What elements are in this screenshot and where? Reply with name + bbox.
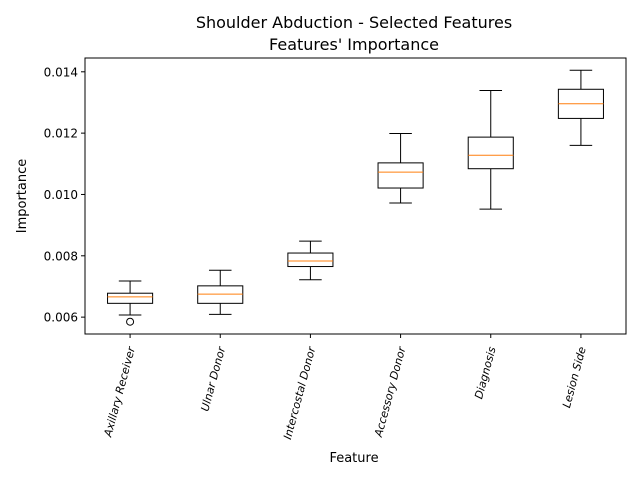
y-tick-label: 0.014 (44, 65, 78, 79)
box-group (107, 280, 154, 326)
y-tick-label: 0.010 (44, 188, 78, 202)
y-axis: 0.006 0.008 0.010 0.012 0.014 (44, 65, 85, 325)
x-tick-label: Ulnar Donor (198, 344, 228, 413)
box-group (467, 90, 514, 210)
box-group (287, 240, 334, 281)
box (467, 136, 514, 170)
box-group (557, 69, 604, 146)
box-group (377, 132, 424, 204)
boxes (107, 69, 604, 326)
x-axis-label: Feature (329, 451, 378, 466)
chart-subtitle: Features' Importance (269, 35, 439, 54)
box-group (197, 269, 244, 315)
x-tick-label: Intercostal Donor (281, 344, 319, 441)
box (287, 252, 334, 268)
x-tick-label: Axillary Receiver (101, 344, 138, 439)
box (107, 292, 154, 304)
y-tick-label: 0.012 (44, 127, 78, 141)
box (377, 162, 424, 189)
y-tick-label: 0.006 (44, 311, 78, 325)
x-tick-label: Accessory Donor (372, 344, 409, 439)
y-tick-label: 0.008 (44, 249, 78, 263)
x-axis: Axillary Receiver Ulnar Donor Intercostal … (101, 334, 589, 441)
x-tick-label: Diagnosis (472, 345, 498, 400)
outlier-point (126, 317, 135, 326)
chart-title: Shoulder Abduction - Selected Features (196, 13, 512, 32)
x-tick-label: Lesion Side (560, 345, 589, 409)
y-axis-label: Importance (15, 159, 30, 234)
plot-area (84, 57, 627, 335)
